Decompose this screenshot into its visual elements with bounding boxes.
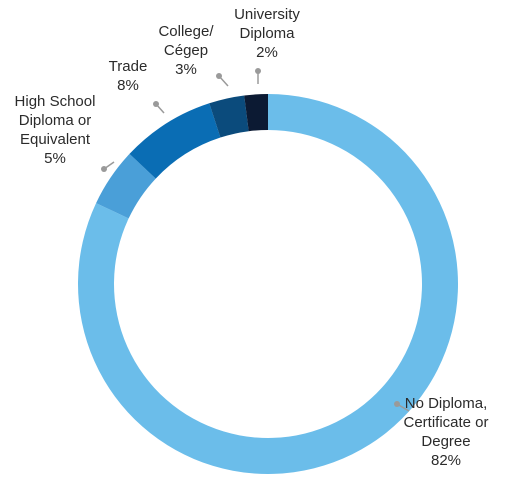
leader-dot-3 bbox=[216, 73, 222, 79]
leader-dot-1 bbox=[101, 166, 107, 172]
slice-category-label-2-0: Trade bbox=[109, 58, 148, 75]
slice-label-0: No Diploma, Certificate or Degree 82% bbox=[403, 395, 488, 469]
slice-category-label-4-0: University bbox=[234, 6, 300, 23]
slice-category-label-3-0: College/ bbox=[158, 23, 214, 40]
leader-dot-0 bbox=[394, 401, 400, 407]
slice-value-label-3: 3% bbox=[175, 61, 197, 78]
slice-category-label-0-0: No Diploma, bbox=[405, 395, 488, 412]
slice-value-label-0: 82% bbox=[431, 452, 461, 469]
slice-category-label-3-1: Cégep bbox=[164, 42, 208, 59]
slices-layer bbox=[78, 94, 458, 475]
slice-category-label-0-1: Certificate or bbox=[403, 414, 488, 431]
pie-slice-2 bbox=[129, 103, 221, 179]
slice-value-label-1: 5% bbox=[44, 150, 66, 167]
slice-category-label-4-1: Diploma bbox=[239, 25, 295, 42]
leader-dot-2 bbox=[153, 101, 159, 107]
slice-value-label-4: 2% bbox=[256, 44, 278, 61]
slice-category-label-0-2: Degree bbox=[421, 433, 470, 450]
pie-slice-4 bbox=[244, 94, 268, 132]
slice-category-label-1-1: Diploma or bbox=[19, 112, 92, 129]
labels-layer: No Diploma, Certificate or Degree 82% High S… bbox=[15, 6, 489, 469]
leader-lines-layer bbox=[101, 68, 410, 412]
pie-slice-3 bbox=[209, 95, 249, 138]
slice-label-1: High School Diploma or Equivalent 5% bbox=[15, 93, 96, 167]
slice-value-label-2: 8% bbox=[117, 77, 139, 94]
slice-category-label-1-2: Equivalent bbox=[20, 131, 91, 148]
leader-dot-4 bbox=[255, 68, 261, 74]
slice-label-4: University Diploma 2% bbox=[234, 6, 300, 61]
pie-slice-1 bbox=[96, 153, 156, 219]
slice-label-3: College/Cégep 3% bbox=[158, 23, 214, 78]
slice-category-label-1-0: High School bbox=[15, 93, 96, 110]
slice-label-2: Trade 8% bbox=[109, 58, 148, 94]
